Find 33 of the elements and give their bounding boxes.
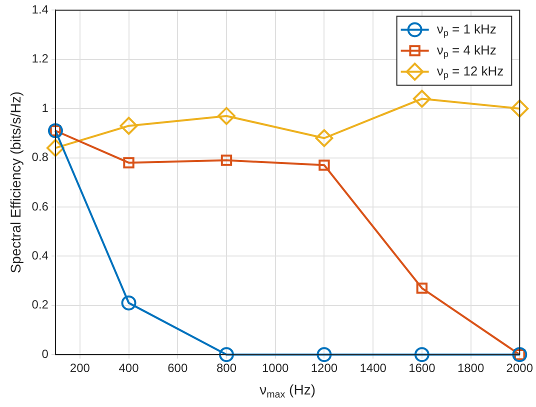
x-tick-label: 200 [70, 361, 90, 376]
x-tick-label: 1000 [262, 361, 290, 376]
point [220, 154, 232, 166]
x-tick-label: 1400 [360, 361, 387, 376]
point [46, 138, 64, 157]
point [120, 116, 138, 135]
point [218, 347, 234, 362]
x-tick-label: 1600 [408, 361, 436, 376]
y-tick-label: 1.4 [32, 2, 49, 17]
y-tick-label: 0.2 [32, 298, 49, 312]
point [510, 100, 529, 118]
x-tick-label: 800 [216, 361, 237, 376]
y-axis-title: Spectral Efficiency (bits/s/Hz) [7, 92, 24, 274]
x-tick-label: 1800 [457, 361, 484, 376]
y-tick-label: 0 [42, 346, 49, 361]
point [123, 157, 134, 168]
point [318, 160, 330, 171]
y-tick-label: 1.2 [32, 52, 49, 66]
point [217, 106, 236, 125]
point [316, 347, 332, 362]
point [121, 295, 136, 310]
x-tick-label: 600 [168, 361, 188, 376]
point [412, 90, 431, 108]
point [414, 347, 430, 362]
point [416, 282, 428, 294]
y-tick-label: 1 [42, 100, 49, 115]
y-tick-label: 0.6 [32, 199, 49, 214]
x-tick-label: 2000 [506, 361, 534, 376]
x-tick-label: 1200 [310, 361, 338, 376]
y-tick-label: 0.4 [32, 248, 49, 263]
point [315, 129, 334, 148]
y-tick-label: 0.8 [32, 150, 49, 164]
x-tick-label: 400 [118, 361, 140, 376]
